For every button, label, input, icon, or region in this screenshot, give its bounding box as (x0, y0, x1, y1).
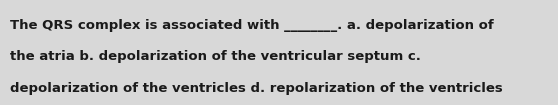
Text: depolarization of the ventricles d. repolarization of the ventricles: depolarization of the ventricles d. repo… (10, 82, 503, 95)
Text: The QRS complex is associated with ________. a. depolarization of: The QRS complex is associated with _____… (10, 19, 494, 32)
Text: the atria b. depolarization of the ventricular septum c.: the atria b. depolarization of the ventr… (10, 50, 421, 63)
